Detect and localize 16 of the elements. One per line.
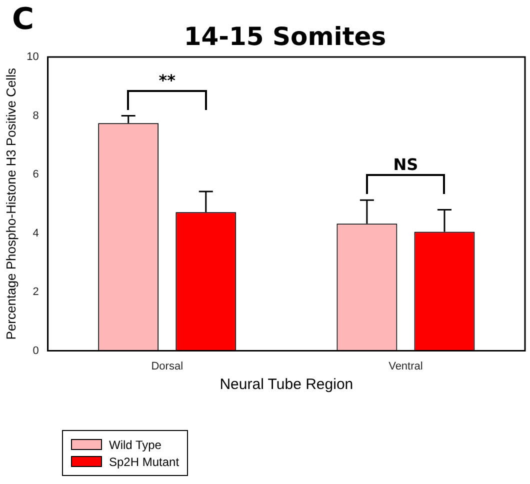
y-axis-title: Percentage Phospho-Histone H3 Positive Cells bbox=[3, 68, 18, 340]
legend-label: Wild Type bbox=[109, 438, 162, 452]
annotation: ** bbox=[158, 70, 176, 90]
text: C bbox=[12, 2, 34, 37]
chart-title: 14-15 Somites bbox=[182, 22, 388, 51]
y-tick-label: 6 bbox=[32, 168, 39, 181]
annotation: NS bbox=[393, 155, 418, 174]
x-axis-title: Neural Tube Region bbox=[220, 376, 354, 394]
y-tick-label: 10 bbox=[26, 51, 39, 64]
y-tick-label: 8 bbox=[32, 110, 39, 122]
y-tick-label: 0 bbox=[32, 344, 39, 357]
x-tick-label: Ventral bbox=[388, 360, 423, 372]
legend-label: Sp2H Mutant bbox=[109, 454, 180, 468]
x-tick-label: Dorsal bbox=[151, 360, 184, 372]
y-tick-label: 4 bbox=[32, 227, 39, 240]
y-tick-label: 2 bbox=[32, 286, 39, 298]
